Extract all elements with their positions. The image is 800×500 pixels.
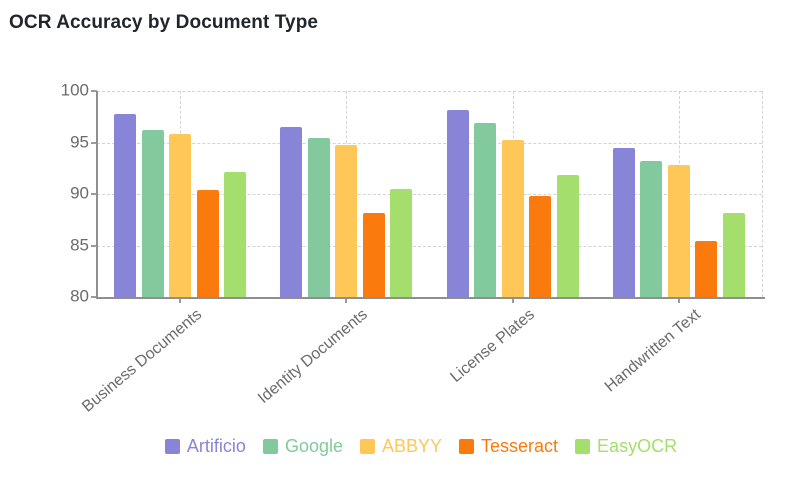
y-tick-label: 80 — [70, 286, 89, 306]
chart-title: OCR Accuracy by Document Type — [9, 12, 319, 33]
legend-swatch-easyocr — [575, 439, 591, 454]
y-tick-label: 100 — [60, 80, 89, 100]
bar-abbyy — [667, 165, 690, 297]
legend-swatch-google — [262, 439, 278, 454]
legend-item-abbyy: ABBYY — [359, 436, 443, 457]
chart-legend: Artificio Google ABBYY Tesseract EasyOCR — [0, 436, 800, 457]
bar-abbyy — [169, 134, 192, 297]
legend-item-google: Google — [262, 436, 343, 457]
y-tick-mark — [91, 244, 97, 247]
legend-item-tesseract: Tesseract — [459, 436, 558, 457]
bar-abbyy — [335, 144, 358, 297]
legend-label: Tesseract — [481, 436, 559, 456]
x-axis-line — [96, 297, 765, 299]
y-axis-line — [96, 91, 98, 298]
bar-artificio — [612, 147, 635, 297]
bar-tesseract — [362, 212, 385, 297]
legend-item-easyocr: EasyOCR — [575, 436, 677, 457]
gridline-horizontal — [97, 245, 762, 247]
y-tick-mark — [91, 90, 97, 92]
bar-artificio — [446, 109, 469, 297]
gridline-horizontal — [97, 142, 762, 144]
legend-label: ABBYY — [381, 436, 443, 456]
legend-label: Google — [284, 436, 343, 456]
y-tick-label: 95 — [70, 132, 89, 152]
legend-label: EasyOCR — [597, 436, 678, 456]
bar-easyocr — [390, 188, 413, 297]
bar-google — [141, 130, 164, 297]
bar-google — [307, 138, 330, 297]
bar-artificio — [114, 113, 137, 297]
legend-swatch-tesseract — [459, 439, 475, 454]
bar-easyocr — [556, 175, 579, 297]
x-tick-mark — [179, 297, 182, 303]
y-tick-label: 85 — [70, 235, 89, 255]
y-tick-mark — [91, 141, 97, 144]
bar-easyocr — [722, 212, 745, 297]
x-tick-mark — [677, 297, 680, 303]
legend-label: Artificio — [186, 436, 246, 456]
y-tick-mark — [91, 193, 97, 195]
bar-artificio — [280, 127, 303, 297]
bar-google — [474, 122, 497, 297]
legend-swatch-abbyy — [359, 439, 375, 454]
x-axis-label: Business Documents — [78, 306, 206, 416]
gridline-vertical-right — [762, 91, 763, 297]
bar-tesseract — [196, 189, 219, 297]
bar-abbyy — [501, 140, 524, 297]
x-axis-label: Handwritten Text — [601, 306, 704, 396]
x-axis-label: License Plates — [446, 306, 538, 386]
bar-tesseract — [529, 196, 552, 297]
legend-swatch-artificio — [164, 439, 180, 454]
y-tick-label: 90 — [70, 183, 89, 203]
gridline-horizontal — [97, 194, 762, 195]
x-axis-label: Identity Documents — [255, 306, 372, 408]
bar-easyocr — [224, 172, 247, 297]
gridline-horizontal — [97, 91, 762, 92]
y-tick-mark — [91, 296, 97, 298]
x-tick-mark — [345, 297, 348, 303]
x-tick-mark — [511, 297, 514, 303]
bar-tesseract — [695, 241, 718, 297]
bar-google — [640, 161, 663, 297]
legend-item-artificio: Artificio — [164, 436, 246, 457]
